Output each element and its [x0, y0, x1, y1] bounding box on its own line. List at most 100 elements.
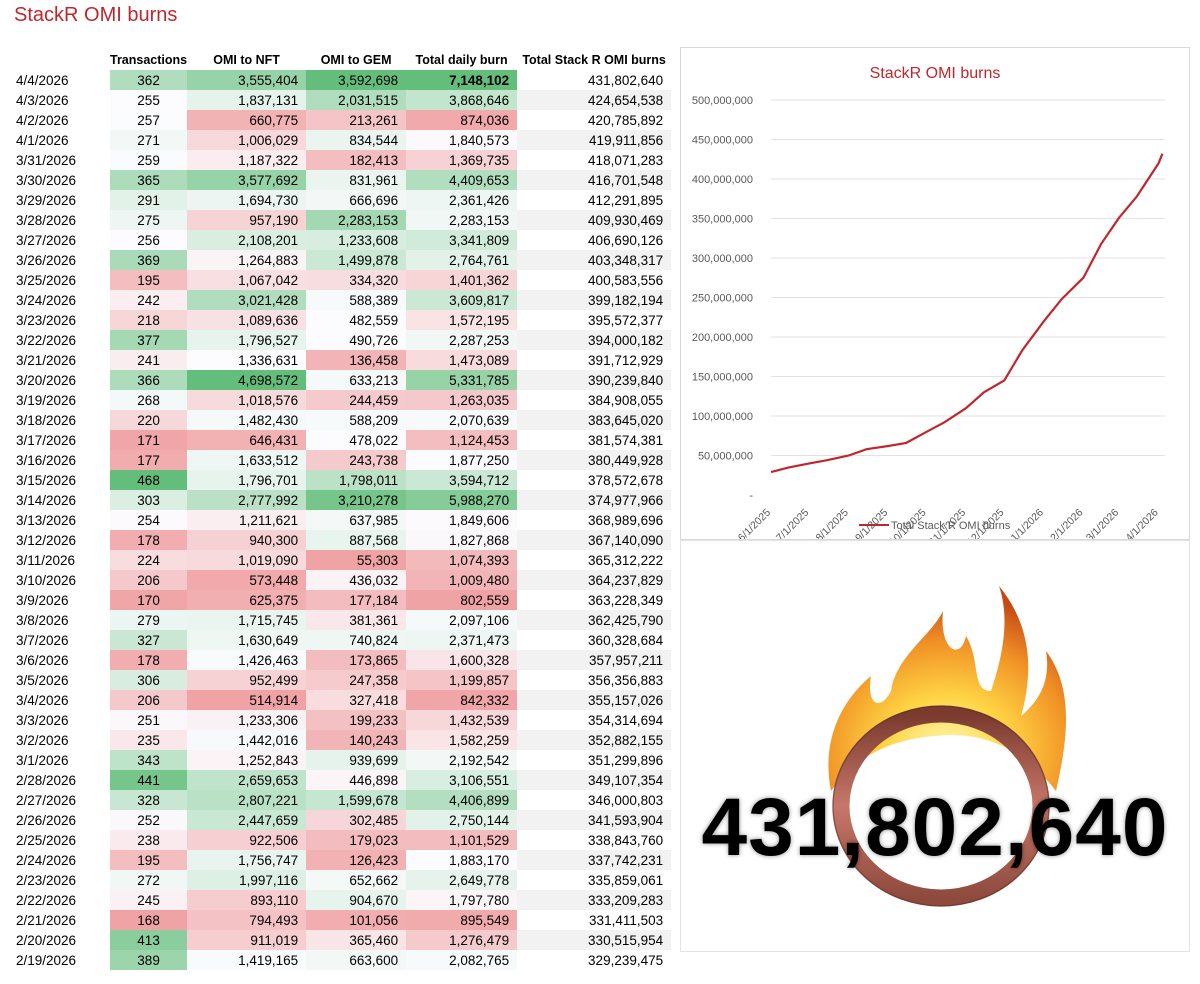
cell-omi-to-nft: 1,796,701 — [187, 470, 307, 490]
cell-omi-to-gem: 1,599,678 — [306, 790, 407, 810]
table-row: 3/1/2026 343 1,252,843 939,699 2,192,542 351,… — [10, 750, 671, 770]
cell-date: 2/20/2026 — [16, 932, 77, 948]
cell-total-daily-burn: 3,341,809 — [406, 230, 518, 250]
cell-total-daily-burn: 1,600,328 — [406, 650, 518, 670]
cell-total-daily-burn: 1,124,453 — [406, 430, 518, 450]
cell-omi-to-nft: 1,018,576 — [187, 390, 307, 410]
cell-omi-to-gem: 478,022 — [306, 430, 407, 450]
cell-total-stack-r-omi-burns: 362,425,790 — [517, 610, 672, 630]
cell-transactions: 224 — [110, 550, 188, 570]
cell-omi-to-nft: 2,777,992 — [187, 490, 307, 510]
cell-date: 2/27/2026 — [16, 792, 77, 808]
cell-omi-to-nft: 3,577,692 — [187, 170, 307, 190]
cell-omi-to-nft: 514,914 — [187, 690, 307, 710]
x-tick-label: 9/1/2025 — [853, 507, 890, 539]
cell-total-stack-r-omi-burns: 338,843,760 — [588, 832, 664, 848]
cell-omi-to-nft: 1,796,527 — [187, 330, 307, 350]
cell-transactions: 271 — [110, 130, 188, 150]
cell-transactions: 206 — [110, 690, 188, 710]
table-row: 3/16/2026 177 1,633,512 243,738 1,877,250 380… — [10, 450, 672, 470]
table-row: 3/18/2026 220 1,482,430 588,209 2,070,639 383… — [10, 410, 672, 430]
cell-total-daily-burn: 1,840,573 — [406, 130, 518, 150]
cell-date: 3/15/2026 — [16, 472, 77, 488]
flaming-ring-image — [828, 586, 1066, 907]
cell-total-stack-r-omi-burns: 351,299,896 — [588, 752, 664, 768]
table-row: 4/4/2026 362 3,555,404 3,592,698 7,148,102 43… — [10, 70, 671, 90]
cell-total-stack-r-omi-burns: 374,977,966 — [517, 490, 672, 510]
cell-date: 3/1/2026 — [16, 752, 69, 768]
cell-date: 3/17/2026 — [16, 432, 77, 448]
x-tick-label: 8/1/2025 — [814, 507, 851, 539]
table-row: 3/25/2026 195 1,067,042 334,320 1,401,362 400… — [10, 270, 671, 290]
cell-omi-to-nft: 2,108,201 — [187, 230, 307, 250]
table-row: 3/29/2026 291 1,694,730 666,696 2,361,426 412… — [10, 190, 671, 210]
cell-transactions: 171 — [110, 430, 188, 450]
cell-omi-to-nft: 1,006,029 — [187, 130, 307, 150]
table-row: 3/8/2026 279 1,715,745 381,361 2,097,106 362,… — [10, 610, 672, 630]
cell-total-stack-r-omi-burns: 394,000,182 — [517, 330, 672, 350]
cell-omi-to-gem: 637,985 — [306, 510, 407, 530]
cell-total-daily-burn: 3,106,551 — [406, 770, 518, 790]
chart-svg: StackR OMI burns - 50,000,000 100,000,000 1… — [692, 65, 1165, 539]
cell-omi-to-nft: 2,659,653 — [187, 770, 307, 790]
cell-omi-to-nft: 1,442,016 — [187, 730, 307, 750]
cell-transactions: 369 — [110, 250, 188, 270]
cell-transactions: 206 — [110, 570, 188, 590]
cell-total-daily-burn: 1,009,480 — [406, 570, 518, 590]
column-header-total-stack-r-omi-burns: Total Stack R OMI burns — [522, 53, 666, 67]
cell-omi-to-nft: 940,300 — [187, 530, 307, 550]
cell-transactions: 178 — [110, 650, 188, 670]
cell-omi-to-gem: 179,023 — [306, 830, 407, 850]
cell-total-daily-burn: 1,276,479 — [406, 930, 518, 950]
cell-omi-to-nft: 1,997,116 — [187, 870, 307, 890]
cell-date: 3/29/2026 — [16, 192, 77, 208]
cell-date: 2/28/2026 — [16, 772, 77, 788]
y-tick-label: - — [749, 490, 753, 502]
cell-total-stack-r-omi-burns: 409,930,469 — [517, 210, 672, 230]
cell-total-daily-burn: 1,074,393 — [406, 550, 518, 570]
cell-transactions: 377 — [110, 330, 188, 350]
cell-transactions: 328 — [110, 790, 188, 810]
cell-omi-to-nft: 660,775 — [187, 110, 307, 130]
cell-date: 3/12/2026 — [16, 532, 77, 548]
cell-date: 3/27/2026 — [16, 232, 77, 248]
cell-omi-to-gem: 633,213 — [306, 370, 407, 390]
table-row: 3/14/2026 303 2,777,992 3,210,278 5,988,270 3… — [10, 490, 672, 510]
cell-transactions: 413 — [110, 930, 188, 950]
cell-omi-to-nft: 1,419,165 — [187, 950, 307, 970]
cell-total-daily-burn: 1,401,362 — [406, 270, 518, 290]
cell-total-stack-r-omi-burns: 431,802,640 — [588, 72, 664, 88]
cell-total-daily-burn: 5,988,270 — [406, 490, 518, 510]
cell-date: 3/5/2026 — [16, 672, 69, 688]
cell-transactions: 220 — [110, 410, 188, 430]
cell-omi-to-gem: 182,413 — [306, 150, 407, 170]
cell-total-daily-burn: 3,609,817 — [406, 290, 518, 310]
cell-total-stack-r-omi-burns: 341,593,904 — [517, 810, 672, 830]
cell-omi-to-nft: 952,499 — [187, 670, 307, 690]
y-tick-label: 100,000,000 — [692, 411, 753, 423]
cell-omi-to-gem: 55,303 — [306, 550, 407, 570]
cell-transactions: 362 — [110, 70, 188, 90]
cell-total-stack-r-omi-burns: 330,515,954 — [517, 930, 672, 950]
cell-total-daily-burn: 842,332 — [406, 690, 518, 710]
cell-transactions: 235 — [110, 730, 188, 750]
cell-omi-to-gem: 244,459 — [306, 390, 407, 410]
cell-total-daily-burn: 5,331,785 — [406, 370, 518, 390]
y-tick-label: 300,000,000 — [692, 253, 753, 265]
cell-omi-to-gem: 446,898 — [306, 770, 407, 790]
cell-total-stack-r-omi-burns: 349,107,354 — [517, 770, 672, 790]
cell-total-daily-burn: 1,883,170 — [406, 850, 518, 870]
cell-omi-to-nft: 2,447,659 — [187, 810, 307, 830]
cell-total-stack-r-omi-burns: 356,356,883 — [588, 672, 664, 688]
cell-date: 3/8/2026 — [16, 612, 69, 628]
cell-date: 3/13/2026 — [16, 512, 77, 528]
cell-transactions: 238 — [110, 830, 188, 850]
cell-omi-to-gem: 904,670 — [306, 890, 407, 910]
cell-transactions: 268 — [110, 390, 188, 410]
cell-date: 3/23/2026 — [16, 312, 77, 328]
cell-total-daily-burn: 2,764,761 — [406, 250, 518, 270]
chart-y-axis: - 50,000,000 100,000,000 150,000,000 200,000… — [692, 95, 754, 502]
cell-omi-to-nft: 1,837,131 — [187, 90, 307, 110]
table-row: 3/10/2026 206 573,448 436,032 1,009,480 364,2… — [10, 570, 672, 590]
table-row: 2/20/2026 413 911,019 365,460 1,276,479 330,5… — [10, 930, 672, 950]
